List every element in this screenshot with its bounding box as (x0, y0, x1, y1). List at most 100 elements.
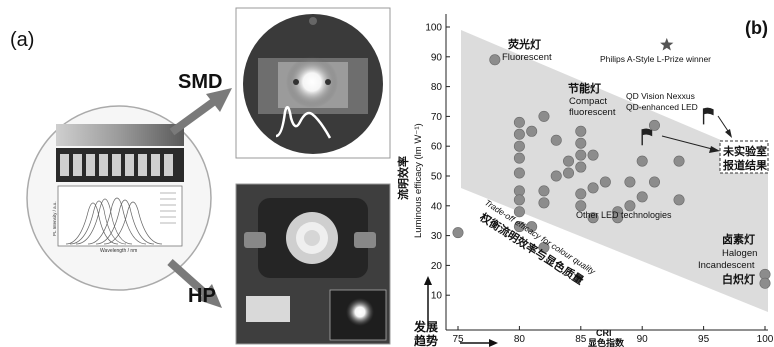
annotation-cfl-cn: 节能灯 (568, 81, 601, 95)
data-point (575, 188, 587, 200)
x-axis-title: CRI (596, 328, 612, 338)
chart-axes (445, 14, 768, 331)
annotation-incandescent-cn: 白炽灯 (722, 272, 755, 286)
vials-glow-row (60, 154, 173, 176)
trend-label-2: 趋势 (414, 333, 438, 347)
data-point (526, 221, 538, 233)
data-point (550, 134, 562, 146)
y-tick-label: 100 (425, 23, 442, 34)
y-tick-label: 20 (431, 261, 443, 272)
panel-a: (a) (10, 7, 391, 345)
data-point (489, 54, 501, 66)
x-tick-label: 85 (575, 334, 587, 345)
x-tick-label: 95 (698, 334, 710, 345)
panel-b-label: (b) (745, 18, 768, 38)
lab-results-box (661, 115, 769, 174)
data-point (513, 116, 525, 128)
data-point (538, 185, 550, 197)
y-tick-label: 90 (431, 52, 443, 63)
data-point (587, 182, 599, 194)
data-point (513, 206, 525, 218)
data-point (563, 167, 575, 179)
spectrum-ylabel: PL Intensity / a.u. (52, 201, 57, 236)
x-tick-label: 75 (452, 334, 464, 345)
y-tick-label: 80 (431, 82, 443, 93)
x-tick-label: 100 (757, 334, 774, 345)
data-point (759, 277, 771, 289)
data-points (452, 54, 771, 289)
annotation-philips: Philips A-Style L-Prize winner (600, 54, 711, 64)
data-point (624, 176, 636, 188)
data-point (599, 176, 611, 188)
y-tick-label: 40 (431, 201, 443, 212)
data-point (513, 152, 525, 164)
annotation-qd-2: QD-enhanced LED (626, 102, 698, 112)
y-ticks: 10 20 30 40 50 60 70 80 90 100 (425, 23, 450, 302)
annotation-qd-1: QD Vision Nexxus (626, 91, 695, 101)
annotation-lab-1: 未实验室 (722, 144, 767, 158)
y-tick-label: 10 (431, 291, 443, 302)
hp-led-photo (235, 183, 391, 345)
flag-markers (641, 107, 714, 146)
x-ticks: 75 80 85 90 95 100 (452, 326, 774, 345)
data-point (538, 197, 550, 209)
flag-icon (641, 128, 653, 146)
data-point (513, 221, 525, 233)
x-tick-label: 90 (637, 334, 649, 345)
vials-ambient-image (56, 124, 184, 146)
data-point (612, 212, 624, 224)
philips-star-marker (660, 37, 674, 51)
hp-label: HP (188, 285, 216, 307)
x-tick-label: 80 (514, 334, 526, 345)
data-point (673, 155, 685, 167)
data-point (513, 140, 525, 152)
flag-icon (702, 107, 714, 125)
smd-label: SMD (178, 71, 222, 93)
data-point (575, 149, 587, 161)
data-point (636, 155, 648, 167)
data-point (513, 167, 525, 179)
annotation-cfl-1: Compact (569, 96, 607, 107)
data-point (575, 125, 587, 137)
data-point (550, 170, 562, 182)
arrow-to-hp (167, 259, 222, 308)
y-axis-title-cn: 流明效率 (396, 156, 410, 200)
data-point (526, 125, 538, 137)
annotation-fluorescent-cn: 荧光灯 (508, 37, 541, 51)
quantum-dot-sample-circle: PL Intensity / a.u. Wavelength / nm (26, 105, 212, 291)
arrow-to-smd (169, 88, 232, 136)
spectrum-xlabel: Wavelength / nm (100, 248, 137, 254)
annotation-lab-2: 报道结果 (723, 158, 767, 172)
star-icon (660, 37, 674, 51)
y-tick-label: 50 (431, 172, 443, 183)
trend-label-1: 发展 (413, 319, 438, 334)
y-tick-label: 60 (431, 142, 443, 153)
data-point (575, 200, 587, 212)
annotation-incandescent: Incandescent (698, 260, 755, 271)
data-point (673, 194, 685, 206)
data-point (575, 161, 587, 173)
annotation-cfl-2: fluorescent (569, 107, 616, 118)
trend-arrows (424, 276, 498, 347)
x-axis-title-cn: 显色指数 (588, 337, 625, 347)
annotation-other-led: Other LED technologies (576, 210, 672, 220)
pl-spectrum-plot: PL Intensity / a.u. Wavelength / nm (52, 185, 183, 254)
data-point (575, 137, 587, 149)
data-point (648, 176, 660, 188)
annotation-halogen: Halogen (722, 248, 757, 259)
y-axis-title: Luminous efficacy (lm W⁻¹) (413, 123, 424, 238)
data-point (648, 119, 660, 131)
data-point (513, 194, 525, 206)
annotation-fluorescent: Fluorescent (502, 52, 552, 63)
data-point (452, 227, 464, 239)
data-point (563, 155, 575, 167)
data-point (513, 128, 525, 140)
data-point (587, 149, 599, 161)
smd-led-photo (235, 7, 391, 159)
data-point (624, 200, 636, 212)
y-tick-label: 70 (431, 112, 443, 123)
y-tick-label: 30 (431, 231, 443, 242)
data-point (636, 191, 648, 203)
